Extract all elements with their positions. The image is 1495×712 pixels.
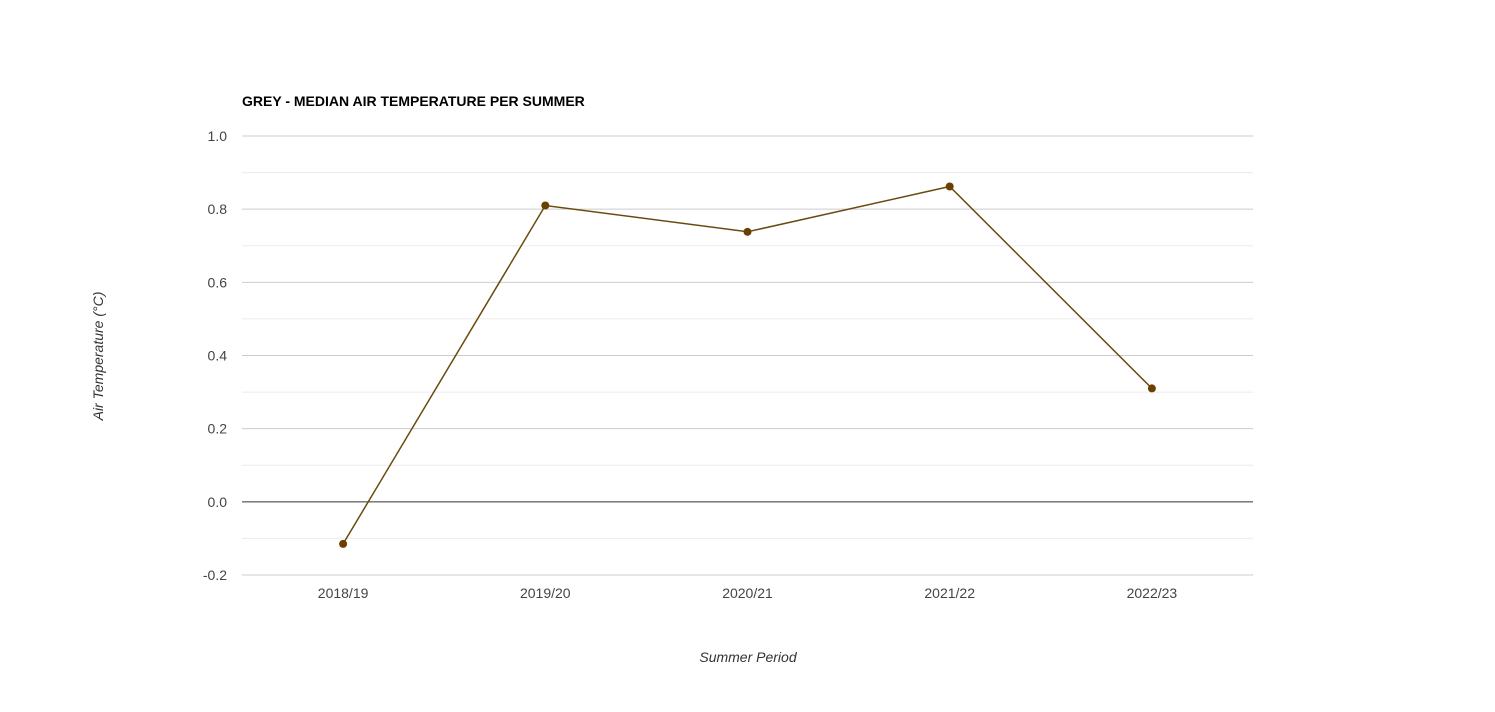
x-tick-label: 2018/19 — [318, 585, 369, 601]
chart-title: GREY - MEDIAN AIR TEMPERATURE PER SUMMER — [242, 93, 585, 109]
y-tick-label: 0.0 — [208, 494, 228, 510]
major-gridlines — [242, 135, 1253, 576]
x-tick-label: 2021/22 — [924, 585, 975, 601]
data-point — [541, 201, 550, 210]
x-tick-label: 2020/21 — [722, 585, 773, 601]
y-tick-label: 0.2 — [208, 421, 228, 437]
y-tick-label: -0.2 — [203, 567, 227, 583]
y-axis-tick-labels: 1.0 0.8 0.6 0.4 0.2 0.0 -0.2 — [203, 128, 227, 583]
x-axis-tick-labels: 2018/19 2019/20 2020/21 2021/22 2022/23 — [318, 585, 1178, 601]
y-tick-label: 0.6 — [208, 274, 228, 290]
data-point — [743, 227, 752, 236]
series-temperature — [339, 182, 1156, 548]
data-point — [339, 539, 348, 548]
y-tick-label: 0.4 — [208, 348, 228, 364]
x-axis-title: Summer Period — [699, 649, 797, 665]
series-line — [342, 185, 1153, 545]
minor-gridlines — [242, 172, 1253, 539]
y-tick-label: 1.0 — [208, 128, 228, 144]
y-tick-label: 0.8 — [208, 201, 228, 217]
y-axis-title: Air Temperature (°C) — [90, 292, 106, 422]
data-point — [1147, 384, 1156, 393]
x-tick-label: 2022/23 — [1127, 585, 1178, 601]
data-point — [945, 182, 954, 191]
x-tick-label: 2019/20 — [520, 585, 571, 601]
